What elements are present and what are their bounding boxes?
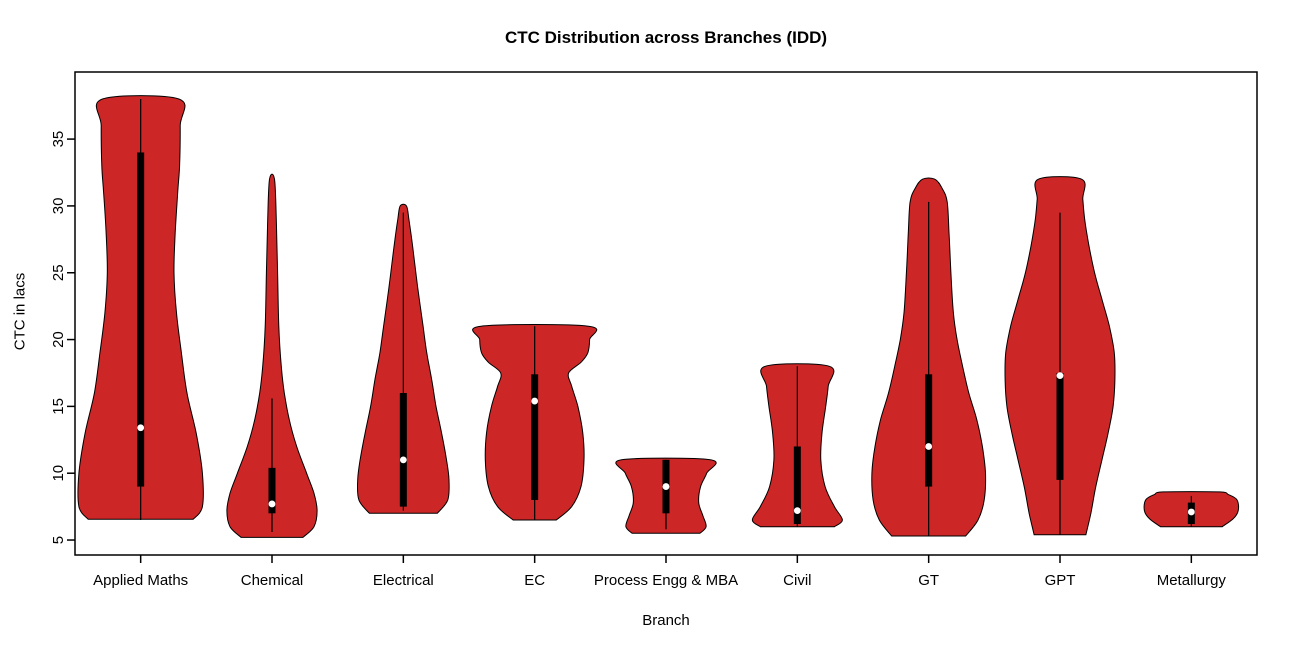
median-dot-gpt	[1056, 372, 1064, 380]
chart-title: CTC Distribution across Branches (IDD)	[504, 28, 828, 47]
violin-chemical	[226, 173, 318, 538]
category-label-metallurgy: Metallurgy	[1157, 572, 1227, 589]
iqr-box-applied-maths	[137, 152, 145, 487]
median-dot-gt	[925, 443, 933, 450]
y-tick-label: 10	[50, 465, 67, 482]
median-dot-metallurgy	[1187, 508, 1195, 516]
y-axis-label: CTC in lacs	[11, 272, 29, 351]
iqr-box-ec	[531, 374, 539, 500]
iqr-box-chemical	[268, 467, 276, 514]
category-label-process-engg-mba: Process Engg & MBA	[594, 572, 738, 589]
y-tick-label: 15	[50, 398, 67, 415]
y-tick-label: 20	[50, 331, 67, 348]
category-label-gpt: GPT	[1045, 572, 1076, 589]
y-tick-label: 35	[50, 131, 67, 148]
y-tick-label: 30	[50, 198, 67, 215]
y-tick-label: 25	[50, 264, 67, 281]
category-label-applied-maths: Applied Maths	[93, 572, 188, 589]
median-dot-electrical	[399, 456, 407, 464]
median-dot-civil	[793, 507, 801, 515]
x-axis-label: Branch	[642, 612, 690, 629]
iqr-box-electrical	[399, 393, 407, 507]
median-dot-ec	[531, 397, 539, 405]
category-label-electrical: Electrical	[373, 572, 434, 589]
category-label-gt: GT	[918, 572, 939, 589]
median-dot-applied-maths	[137, 424, 145, 432]
category-label-ec: EC	[524, 572, 545, 589]
category-label-civil: Civil	[783, 572, 811, 589]
iqr-box-gpt	[1056, 372, 1064, 480]
category-label-chemical: Chemical	[241, 572, 304, 589]
median-dot-process-engg-mba	[662, 483, 670, 490]
iqr-box-civil	[793, 446, 801, 524]
iqr-box-gt	[925, 374, 933, 487]
median-dot-chemical	[268, 500, 276, 508]
y-tick-label: 5	[50, 536, 67, 544]
